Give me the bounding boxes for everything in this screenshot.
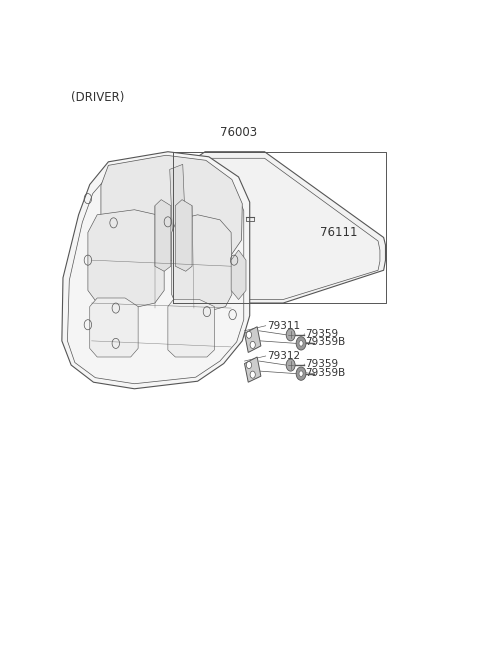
Polygon shape [170, 164, 186, 257]
Circle shape [299, 371, 303, 377]
Polygon shape [62, 152, 250, 389]
Polygon shape [244, 357, 261, 383]
Polygon shape [101, 155, 242, 263]
Polygon shape [168, 299, 215, 357]
Circle shape [246, 331, 252, 339]
Text: 79359: 79359 [305, 329, 339, 339]
Text: (DRIVER): (DRIVER) [71, 91, 124, 104]
Text: 79311: 79311 [267, 321, 300, 331]
Text: 79359B: 79359B [305, 367, 346, 378]
Polygon shape [231, 250, 246, 299]
Text: 79359: 79359 [305, 359, 339, 369]
Polygon shape [175, 200, 192, 271]
Text: 76003: 76003 [220, 126, 257, 139]
Polygon shape [90, 298, 138, 357]
Text: 76111: 76111 [321, 226, 358, 239]
Circle shape [246, 362, 252, 369]
Polygon shape [244, 327, 261, 352]
Polygon shape [155, 200, 171, 271]
Polygon shape [88, 210, 164, 308]
Polygon shape [190, 152, 385, 303]
Circle shape [296, 337, 306, 350]
Circle shape [250, 341, 255, 348]
Circle shape [296, 367, 306, 381]
Text: 79359B: 79359B [305, 337, 346, 347]
Polygon shape [172, 215, 232, 313]
Circle shape [286, 329, 295, 341]
Text: 79312: 79312 [267, 351, 300, 361]
Circle shape [286, 359, 295, 371]
Circle shape [250, 371, 255, 378]
Circle shape [299, 341, 303, 346]
